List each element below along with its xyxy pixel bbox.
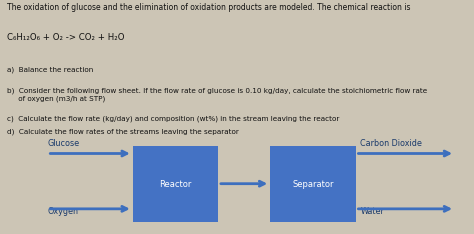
Text: C₆H₁₂O₆ + O₂ -> CO₂ + H₂O: C₆H₁₂O₆ + O₂ -> CO₂ + H₂O (7, 33, 125, 42)
Text: d)  Calculate the flow rates of the streams leaving the separator: d) Calculate the flow rates of the strea… (7, 129, 239, 135)
Text: Reactor: Reactor (159, 180, 191, 189)
Text: Carbon Dioxide: Carbon Dioxide (360, 139, 422, 148)
Text: Glucose: Glucose (47, 139, 80, 148)
Text: a)  Balance the reaction: a) Balance the reaction (7, 67, 93, 73)
Text: c)  Calculate the flow rate (kg/day) and composition (wt%) in the stream leaving: c) Calculate the flow rate (kg/day) and … (7, 115, 339, 122)
Text: The oxidation of glucose and the elimination of oxidation products are modeled. : The oxidation of glucose and the elimina… (7, 3, 410, 12)
Text: Separator: Separator (292, 180, 334, 189)
Text: Oxygen: Oxygen (47, 207, 78, 216)
Text: b)  Consider the following flow sheet. If the flow rate of glucose is 0.10 kg/da: b) Consider the following flow sheet. If… (7, 87, 428, 102)
FancyBboxPatch shape (270, 146, 356, 222)
FancyBboxPatch shape (133, 146, 218, 222)
Text: Water: Water (360, 207, 384, 216)
